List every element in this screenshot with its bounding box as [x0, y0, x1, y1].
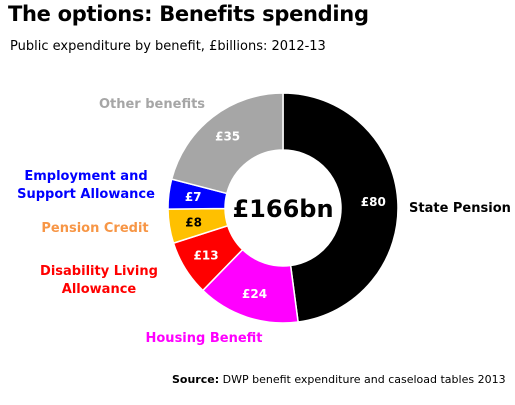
value-label: £13 — [194, 249, 219, 263]
category-label: Support Allowance — [17, 187, 155, 202]
slice-state-pension — [282, 92, 399, 323]
source-label: Source: — [172, 373, 220, 386]
source-note: Source: DWP benefit expenditure and case… — [172, 373, 506, 386]
category-label: State Pension — [409, 201, 511, 216]
value-label: £7 — [185, 190, 202, 204]
value-label: £80 — [361, 195, 386, 209]
category-label: Pension Credit — [41, 221, 148, 236]
chart-title: The options: Benefits spending — [8, 2, 369, 26]
value-label: £24 — [242, 287, 267, 301]
category-label: Housing Benefit — [146, 331, 263, 346]
value-label: £8 — [185, 215, 202, 229]
category-label: Other benefits — [99, 97, 205, 112]
category-label: Disability Living — [40, 264, 158, 279]
source-text: DWP benefit expenditure and caseload tab… — [222, 373, 506, 386]
category-label: Employment and — [24, 169, 147, 184]
category-label: Allowance — [62, 282, 137, 297]
chart-subtitle: Public expenditure by benefit, £billions… — [10, 39, 326, 54]
slice-other-benefits — [170, 92, 284, 195]
center-total-label: £166bn — [232, 195, 333, 223]
value-label: £35 — [215, 129, 240, 143]
